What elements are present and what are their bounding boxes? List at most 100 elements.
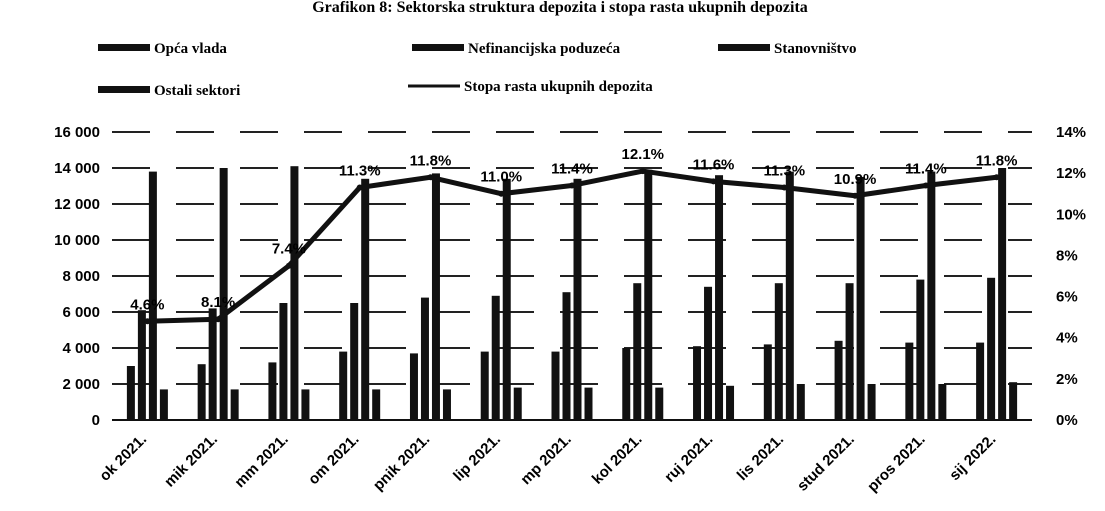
y-left-tick-label: 8 000 xyxy=(62,268,100,285)
legend-label: Ostali sektori xyxy=(154,83,240,99)
line-point xyxy=(215,316,222,323)
bar xyxy=(644,169,653,420)
x-tick-label: sij 2022. xyxy=(946,431,999,484)
y-left-tick-label: 14 000 xyxy=(54,160,100,177)
bar xyxy=(715,175,724,420)
bar xyxy=(480,351,489,420)
y-left-tick-label: 16 000 xyxy=(54,124,100,141)
x-tick-label: mik 2021. xyxy=(161,431,221,491)
bar xyxy=(774,283,783,420)
bar xyxy=(301,389,310,420)
line-point xyxy=(852,192,859,199)
line-data-label: 11.6% xyxy=(693,156,735,173)
bar xyxy=(502,178,511,420)
legend-swatch xyxy=(412,44,464,51)
legend-item-opca-vlada: Opća vlada xyxy=(98,41,227,57)
bar xyxy=(976,342,985,420)
x-tick-label: ruj 2021. xyxy=(661,431,716,486)
bar xyxy=(905,342,914,420)
y-right-tick-label: 14% xyxy=(1056,124,1086,141)
y-left-tick-label: 6 000 xyxy=(62,304,100,321)
bar xyxy=(159,389,168,420)
y-right-tick-label: 8% xyxy=(1056,247,1078,264)
bar xyxy=(987,277,996,420)
line-data-label: 7.4% xyxy=(272,241,306,258)
y-right-tick-label: 2% xyxy=(1056,371,1078,388)
bar xyxy=(867,384,876,420)
line-data-label: 11.4% xyxy=(905,160,947,177)
plot-area: 0 2 000 4 000 6 000 8 000 10 000 12 000 14 000 1… xyxy=(54,124,1086,495)
y-left-tick-label: 4 000 xyxy=(62,340,100,357)
line-point xyxy=(356,184,363,191)
bar xyxy=(420,297,429,420)
line-data-label: 8.1% xyxy=(201,294,235,311)
y-left-tick-label: 0 xyxy=(92,412,100,429)
line-point xyxy=(922,182,929,189)
bar xyxy=(279,303,288,420)
legend-swatch xyxy=(98,86,150,93)
bar xyxy=(927,171,936,420)
bar xyxy=(126,366,135,420)
bar xyxy=(551,351,560,420)
bar xyxy=(409,353,418,420)
y-right-tick-label: 6% xyxy=(1056,289,1078,306)
bar xyxy=(290,166,299,420)
bar xyxy=(230,389,239,420)
bar xyxy=(137,310,146,420)
line-data-label: 11.3% xyxy=(339,163,381,180)
x-tick-label: kol 2021. xyxy=(589,431,646,488)
legend-item-stanovnistvo: Stanovništvo xyxy=(718,41,857,57)
bar xyxy=(584,387,593,420)
x-tick-label: mm 2021. xyxy=(231,431,291,491)
bar xyxy=(998,168,1007,420)
x-tick-label: pnik 2021. xyxy=(370,431,433,494)
bar xyxy=(633,283,642,420)
legend-item-stopa-rasta: Stopa rasta ukupnih depozita xyxy=(408,79,653,95)
x-tick-label: stud 2021. xyxy=(794,431,858,495)
line-data-label: 11.8% xyxy=(410,152,452,169)
bar xyxy=(796,384,805,420)
bar xyxy=(785,171,794,420)
bar xyxy=(693,346,702,420)
bar xyxy=(938,384,947,420)
bar xyxy=(622,348,631,420)
line-point xyxy=(993,174,1000,181)
line-data-label: 11.4% xyxy=(551,160,593,177)
line-data-label: 10.9% xyxy=(834,171,877,188)
line-data-label: 11.3% xyxy=(763,163,805,180)
x-tick-label: om 2021. xyxy=(305,431,362,488)
bar xyxy=(208,308,217,420)
legend-label: Stopa rasta ukupnih depozita xyxy=(464,79,653,95)
bar xyxy=(704,286,713,420)
bar xyxy=(856,177,865,420)
bar xyxy=(339,351,348,420)
bar xyxy=(268,362,277,420)
legend-item-ostali-sektori: Ostali sektori xyxy=(98,83,240,99)
legend-item-nefinancijska-poduzeca: Nefinancijska poduzeća xyxy=(412,41,621,57)
legend-label: Stanovništvo xyxy=(774,41,857,57)
bar xyxy=(219,168,228,420)
bar xyxy=(916,279,925,420)
x-tick-label: mp 2021. xyxy=(517,431,574,488)
y-right-tick-label: 12% xyxy=(1056,165,1086,182)
x-tick-label: pros 2021. xyxy=(864,431,929,496)
bar xyxy=(372,389,381,420)
legend-swatch xyxy=(98,44,150,51)
line-point xyxy=(569,182,575,189)
line-data-label: 11.8% xyxy=(976,152,1018,169)
line-point xyxy=(639,168,646,175)
legend-swatch xyxy=(718,44,770,51)
y-right-tick-label: 0% xyxy=(1056,412,1078,429)
bar xyxy=(350,303,359,420)
chart-title: Grafikon 8: Sektorska struktura depozita… xyxy=(312,0,808,16)
line-point xyxy=(427,174,434,181)
line-data-label: 4.6% xyxy=(130,296,164,313)
line-point xyxy=(285,262,292,269)
x-tick-label: ok 2021. xyxy=(96,431,150,485)
bar xyxy=(513,387,522,420)
x-tick-label: lis 2021. xyxy=(734,431,787,484)
bar xyxy=(562,292,571,420)
line-point xyxy=(498,190,505,197)
bar xyxy=(442,389,451,420)
line-point xyxy=(710,178,717,185)
